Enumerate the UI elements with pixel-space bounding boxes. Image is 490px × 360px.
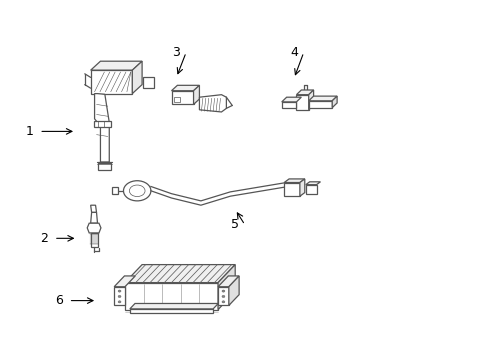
Polygon shape (130, 303, 218, 309)
Bar (125, 283, 218, 310)
Circle shape (118, 301, 121, 303)
Polygon shape (309, 90, 314, 110)
Polygon shape (87, 223, 101, 233)
Bar (114, 287, 125, 305)
Bar (296, 95, 309, 110)
Bar (172, 91, 194, 104)
Circle shape (118, 290, 121, 292)
Circle shape (222, 301, 225, 303)
Bar (98, 163, 111, 170)
Polygon shape (194, 85, 199, 104)
Polygon shape (300, 179, 305, 196)
Polygon shape (125, 265, 235, 283)
Text: 5: 5 (231, 219, 239, 231)
Polygon shape (306, 182, 320, 185)
Polygon shape (284, 179, 305, 183)
Polygon shape (229, 276, 239, 305)
Circle shape (129, 185, 145, 197)
Text: 4: 4 (290, 46, 298, 59)
Bar (218, 287, 229, 305)
Polygon shape (296, 90, 314, 95)
Polygon shape (132, 61, 142, 94)
Text: 1: 1 (25, 125, 33, 138)
Polygon shape (282, 102, 296, 108)
Polygon shape (172, 85, 199, 91)
Polygon shape (309, 101, 332, 108)
Polygon shape (91, 205, 97, 212)
Polygon shape (282, 97, 301, 102)
Circle shape (222, 290, 225, 292)
Bar (130, 309, 213, 313)
Polygon shape (95, 94, 109, 162)
Polygon shape (309, 96, 337, 101)
Polygon shape (91, 212, 98, 223)
Polygon shape (218, 276, 239, 287)
Bar (94, 121, 111, 127)
Polygon shape (218, 265, 235, 310)
Bar (112, 187, 118, 194)
Bar (174, 97, 180, 102)
Bar (284, 183, 300, 196)
Text: 3: 3 (172, 46, 180, 59)
Polygon shape (114, 276, 135, 287)
Text: 6: 6 (55, 294, 63, 307)
Text: 2: 2 (40, 232, 48, 245)
Polygon shape (91, 233, 98, 247)
Circle shape (118, 295, 121, 297)
Bar (143, 77, 154, 88)
Circle shape (123, 181, 151, 201)
Polygon shape (91, 61, 142, 70)
Polygon shape (199, 95, 226, 112)
Bar (306, 185, 317, 194)
Polygon shape (332, 96, 337, 108)
Circle shape (222, 295, 225, 297)
Bar (91, 70, 132, 94)
